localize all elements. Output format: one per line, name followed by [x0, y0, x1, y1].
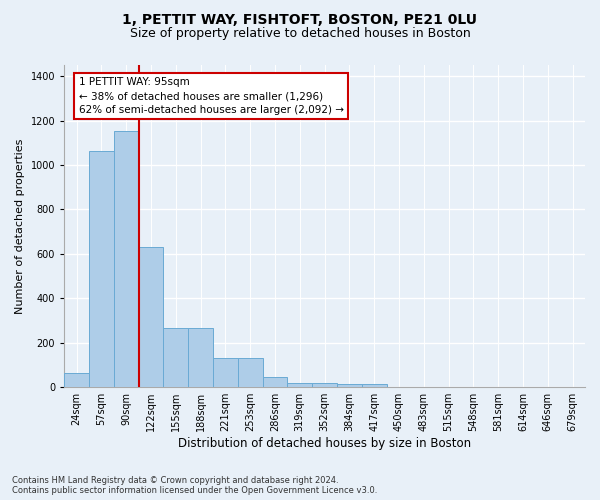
X-axis label: Distribution of detached houses by size in Boston: Distribution of detached houses by size …	[178, 437, 471, 450]
Bar	[287, 383, 312, 387]
Text: 1 PETTIT WAY: 95sqm
← 38% of detached houses are smaller (1,296)
62% of semi-det: 1 PETTIT WAY: 95sqm ← 38% of detached ho…	[79, 77, 344, 115]
Bar	[64, 373, 89, 387]
Y-axis label: Number of detached properties: Number of detached properties	[15, 138, 25, 314]
Bar	[114, 130, 139, 387]
Bar	[163, 328, 188, 387]
Bar	[312, 383, 337, 387]
Text: Contains HM Land Registry data © Crown copyright and database right 2024.
Contai: Contains HM Land Registry data © Crown c…	[12, 476, 377, 495]
Bar	[139, 247, 163, 387]
Bar	[89, 150, 114, 387]
Bar	[263, 376, 287, 387]
Bar	[238, 358, 263, 387]
Bar	[337, 384, 362, 387]
Bar	[362, 384, 386, 387]
Text: Size of property relative to detached houses in Boston: Size of property relative to detached ho…	[130, 28, 470, 40]
Bar	[188, 328, 213, 387]
Bar	[213, 358, 238, 387]
Text: 1, PETTIT WAY, FISHTOFT, BOSTON, PE21 0LU: 1, PETTIT WAY, FISHTOFT, BOSTON, PE21 0L…	[122, 12, 478, 26]
